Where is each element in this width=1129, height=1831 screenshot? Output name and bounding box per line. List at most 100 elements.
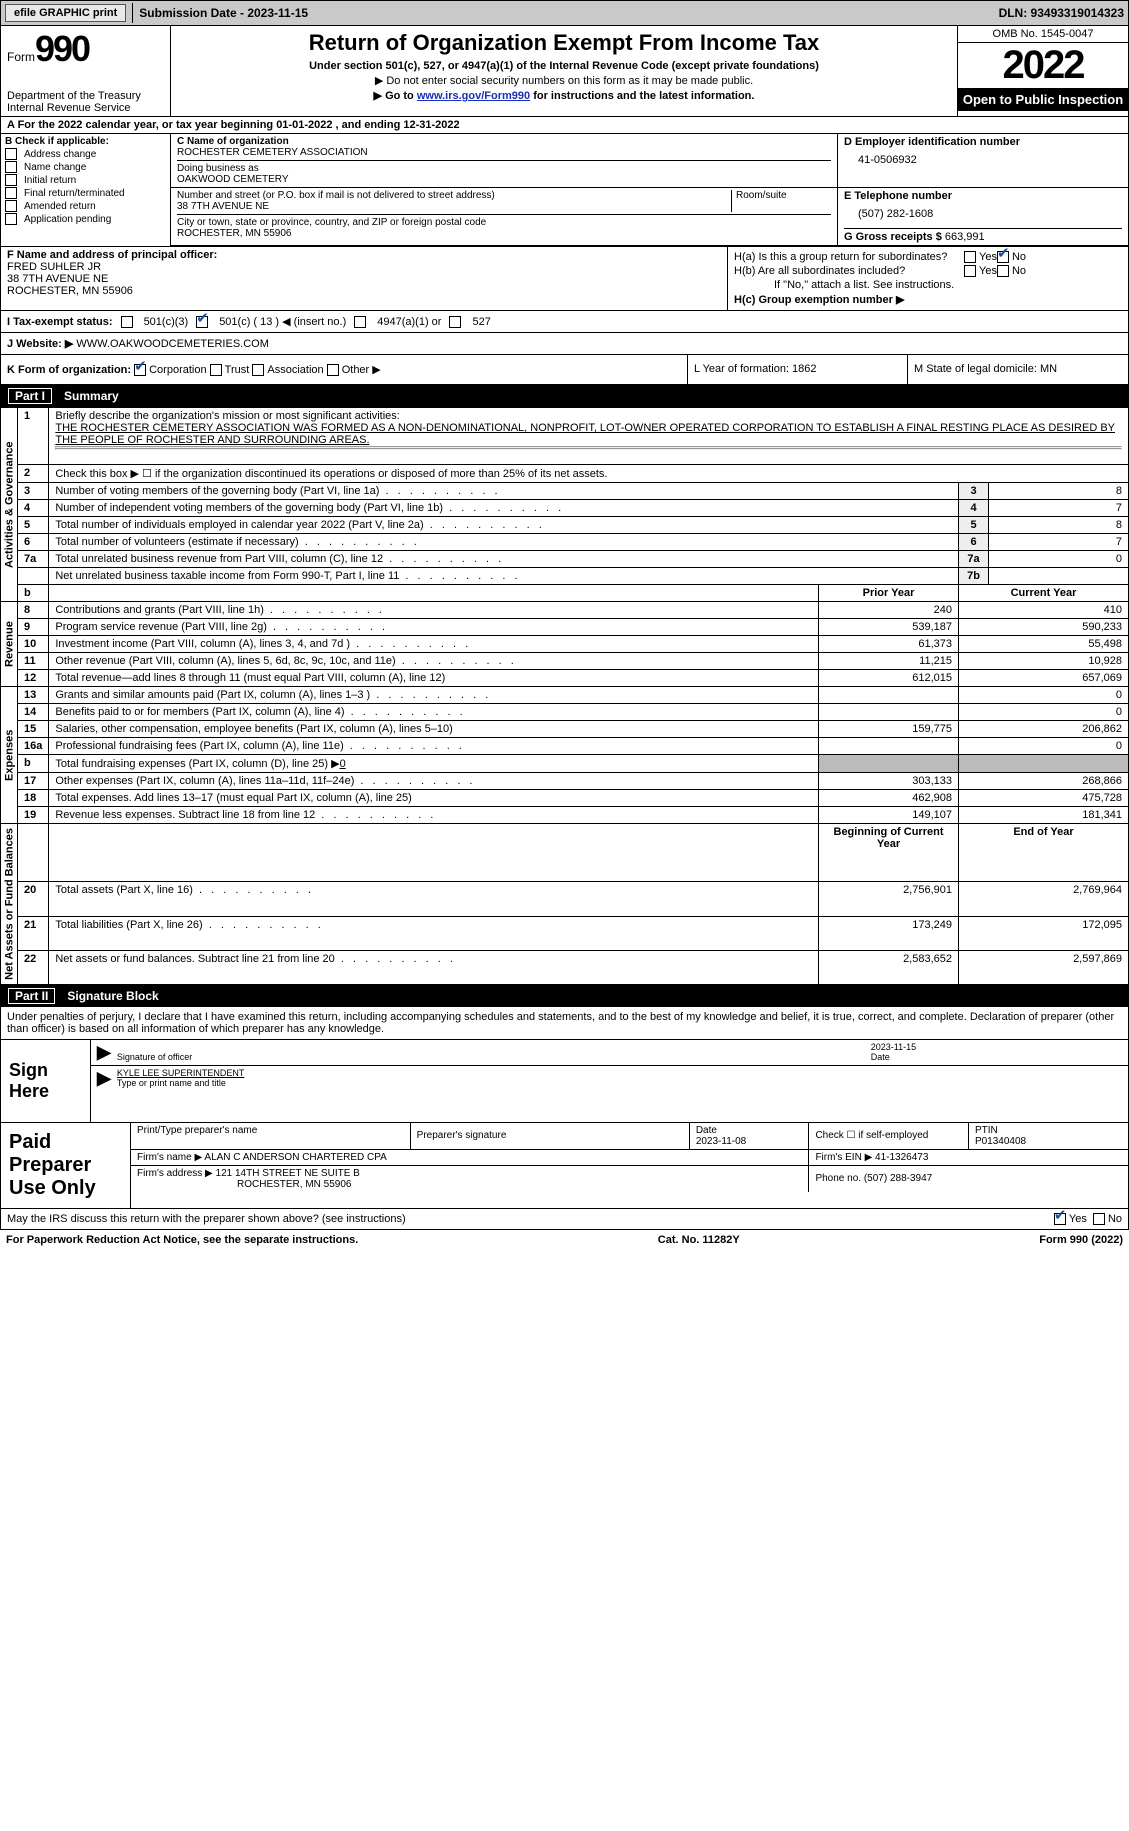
line-5-label: Total number of individuals employed in … [49,517,959,534]
527-label: 527 [472,316,490,328]
discuss-no-checkbox[interactable] [1093,1213,1105,1225]
ha-yes-checkbox[interactable] [964,251,976,263]
line-13-prior [819,687,959,704]
officer-city: ROCHESTER, MN 55906 [7,285,133,297]
line-3-val: 8 [989,483,1129,500]
line-13-label: Grants and similar amounts paid (Part IX… [49,687,819,704]
trust-checkbox[interactable] [210,364,222,376]
org-name: ROCHESTER CEMETERY ASSOCIATION [177,147,831,158]
line-8-prior: 240 [819,602,959,619]
line-6-label: Total number of volunteers (estimate if … [49,534,959,551]
row-a-tax-year: A For the 2022 calendar year, or tax yea… [0,117,1129,134]
line-17-prior: 303,133 [819,773,959,790]
line-18-label: Total expenses. Add lines 13–17 (must eq… [49,790,819,807]
4947-label: 4947(a)(1) or [377,316,441,328]
firm-ein: 41-1326473 [875,1152,928,1163]
line-14-prior [819,704,959,721]
group-return-block: H(a) Is this a group return for subordin… [728,247,1128,310]
4947-checkbox[interactable] [354,316,366,328]
final-return-checkbox[interactable] [5,187,17,199]
line-3-label: Number of voting members of the governin… [49,483,959,500]
line-7a-val: 0 [989,551,1129,568]
addr-label: Number and street (or P.O. box if mail i… [177,190,495,201]
name-label: C Name of organization [177,136,831,147]
expenses-label: Expenses [1,687,18,824]
amended-return-checkbox[interactable] [5,200,17,212]
revenue-label: Revenue [1,602,18,687]
arrow-icon: ▶ [97,1068,117,1089]
other-checkbox[interactable] [327,364,339,376]
telephone-block: E Telephone number (507) 282-1608 G Gros… [838,188,1128,245]
ein-label: D Employer identification number [844,136,1020,148]
arrow-icon: ▶ [97,1042,117,1063]
part-1-header: Part I Summary [0,385,1129,407]
line-20-end: 2,769,964 [959,882,1129,916]
hb-no-checkbox[interactable] [997,265,1009,277]
tax-exempt-row: I Tax-exempt status: 501(c)(3) 501(c) ( … [0,311,1129,333]
line-18-current: 475,728 [959,790,1129,807]
527-checkbox[interactable] [449,316,461,328]
line-17-current: 268,866 [959,773,1129,790]
gross-receipts-label: G Gross receipts $ [844,231,942,243]
sig-officer-label: Signature of officer [117,1052,192,1062]
officer-group-row: F Name and address of principal officer:… [0,247,1129,311]
discuss-yes-checkbox[interactable] [1054,1213,1066,1225]
final-return-label: Final return/terminated [24,188,125,199]
line-15-prior: 159,775 [819,721,959,738]
line-12-label: Total revenue—add lines 8 through 11 (mu… [49,670,819,687]
line-6-val: 7 [989,534,1129,551]
city-state-zip: ROCHESTER, MN 55906 [177,228,831,239]
telephone-label: E Telephone number [844,190,952,202]
date-label: Date [871,1052,890,1062]
beginning-year-header: Beginning of Current Year [834,826,944,850]
line-5-val: 8 [989,517,1129,534]
line-16b-label: Total fundraising expenses (Part IX, col… [55,758,339,770]
line-7b-val [989,568,1129,585]
sig-date: 2023-11-15 [871,1042,916,1052]
form-title: Return of Organization Exempt From Incom… [177,30,951,56]
row-i-label: I Tax-exempt status: [7,316,113,328]
line-15-current: 206,862 [959,721,1129,738]
501c3-checkbox[interactable] [121,316,133,328]
line-20-label: Total assets (Part X, line 16) [49,882,819,916]
firm-ein-label: Firm's EIN ▶ [815,1152,872,1163]
paperwork-notice: For Paperwork Reduction Act Notice, see … [6,1234,358,1246]
line-9-current: 590,233 [959,619,1129,636]
line-4-val: 7 [989,500,1129,517]
assoc-checkbox[interactable] [252,364,264,376]
efile-print-button[interactable]: efile GRAPHIC print [5,4,126,22]
application-pending-checkbox[interactable] [5,213,17,225]
prep-selfemployed: Check ☐ if self-employed [809,1123,969,1150]
ha-label: H(a) Is this a group return for subordin… [734,251,964,263]
line-8-label: Contributions and grants (Part VIII, lin… [49,602,819,619]
line-17-label: Other expenses (Part IX, column (A), lin… [49,773,819,790]
form-title-block: Return of Organization Exempt From Incom… [171,26,958,116]
line-10-label: Investment income (Part VIII, column (A)… [49,636,819,653]
hb-label: H(b) Are all subordinates included? [734,265,964,277]
submission-date: Submission Date - 2023-11-15 [139,6,308,20]
form-subtitle: Under section 501(c), 527, or 4947(a)(1)… [177,60,951,72]
corp-checkbox[interactable] [134,364,146,376]
irs-form990-link[interactable]: www.irs.gov/Form990 [417,90,530,102]
hb-yes-checkbox[interactable] [964,265,976,277]
ha-no-checkbox[interactable] [997,251,1009,263]
summary-table: Activities & Governance 1 Briefly descri… [0,407,1129,985]
name-change-checkbox[interactable] [5,161,17,173]
line-14-current: 0 [959,704,1129,721]
prep-print-label: Print/Type preparer's name [137,1125,257,1136]
trust-label: Trust [225,364,250,376]
line-21-end: 172,095 [959,916,1129,950]
line-21-begin: 173,249 [819,916,959,950]
address-change-checkbox[interactable] [5,148,17,160]
line-16a-current: 0 [959,738,1129,755]
501c-checkbox[interactable] [196,316,208,328]
ptin-value: P01340408 [975,1136,1026,1147]
website-value: WWW.OAKWOODCEMETERIES.COM [76,338,269,350]
separator [132,3,133,23]
identity-section: B Check if applicable: Address change Na… [0,134,1129,247]
line-21-label: Total liabilities (Part X, line 26) [49,916,819,950]
col-b-checkboxes: B Check if applicable: Address change Na… [1,134,171,246]
initial-return-checkbox[interactable] [5,174,17,186]
dln-number: DLN: 93493319014323 [999,6,1124,20]
firm-addr-label: Firm's address ▶ [137,1168,213,1179]
